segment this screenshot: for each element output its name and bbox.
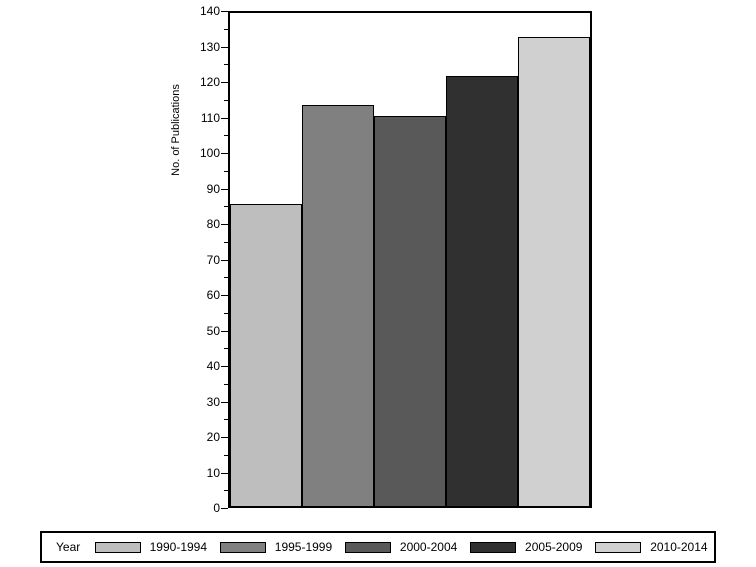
legend-entry-label: 1995-1999 bbox=[274, 540, 333, 554]
legend-color-swatch bbox=[595, 541, 642, 553]
y-axis-major-tick bbox=[221, 47, 228, 48]
legend-color-swatch bbox=[470, 541, 517, 553]
y-axis-tick-label: 60 bbox=[206, 288, 220, 302]
y-axis-tick-label: 130 bbox=[199, 39, 220, 54]
chart-legend: Year 1990-1994 1995-1999 2000-2004 2005-200… bbox=[40, 531, 716, 563]
y-axis-tick-label: 110 bbox=[200, 110, 220, 125]
bar bbox=[518, 37, 590, 506]
y-axis-major-tick bbox=[221, 260, 228, 261]
bars-layer bbox=[230, 13, 590, 506]
y-axis-major-tick bbox=[221, 224, 228, 225]
bar bbox=[374, 115, 446, 506]
y-axis-tick-label: 10 bbox=[206, 465, 220, 480]
legend-color-swatch bbox=[344, 541, 391, 553]
plot-area bbox=[228, 11, 592, 508]
y-axis-major-tick bbox=[221, 473, 228, 474]
y-axis-major-tick bbox=[221, 437, 228, 438]
y-axis-tick-label: 100 bbox=[199, 146, 220, 160]
legend-entry: 2005-2009 bbox=[470, 540, 582, 554]
y-axis-tick-label: 120 bbox=[199, 75, 220, 89]
y-axis-major-tick bbox=[221, 366, 228, 367]
legend-color-swatch bbox=[94, 541, 141, 553]
y-axis-tick-label: 80 bbox=[206, 217, 220, 231]
y-axis-title: No. of Publications bbox=[170, 84, 182, 176]
bar bbox=[446, 76, 518, 506]
bar bbox=[302, 104, 374, 506]
y-axis-major-tick bbox=[221, 402, 228, 403]
y-axis-major-tick bbox=[221, 508, 228, 509]
y-axis-major-tick bbox=[221, 82, 228, 83]
y-axis-tick-labels: 0 10 20 30 40 50 60 70 80 90 100 110 120 130 140 bbox=[186, 0, 220, 520]
y-axis-major-tick bbox=[221, 153, 228, 154]
bar-chart-figure: No. of Publications 0 10 20 30 40 50 60 70 80 90 1… bbox=[170, 0, 592, 520]
legend-title: Year bbox=[56, 540, 81, 554]
y-axis-tick-label: 90 bbox=[206, 181, 220, 196]
legend-entry: 2000-2004 bbox=[344, 540, 458, 554]
y-axis-major-tick bbox=[221, 11, 228, 12]
y-axis-major-tick bbox=[221, 189, 228, 190]
y-axis-tick-label: 20 bbox=[206, 430, 220, 444]
bar bbox=[230, 204, 302, 506]
y-axis-tick-label: 140 bbox=[199, 4, 220, 18]
legend-entries: 1990-1994 1995-1999 2000-2004 2005-2009 2010… bbox=[88, 540, 714, 554]
legend-entry-label: 2005-2009 bbox=[525, 540, 583, 554]
y-axis-tick-label: 70 bbox=[206, 252, 220, 267]
legend-entry: 1990-1994 bbox=[94, 540, 208, 554]
y-axis-major-tick bbox=[221, 118, 228, 119]
y-axis-tick-label: 0 bbox=[213, 501, 220, 515]
legend-entry-label: 1990-1994 bbox=[149, 540, 208, 554]
legend-color-swatch bbox=[219, 541, 266, 553]
y-axis-tick-label: 30 bbox=[206, 394, 220, 409]
y-axis-tick-label: 50 bbox=[206, 323, 220, 338]
y-axis-tick-label: 40 bbox=[206, 359, 220, 373]
legend-entry: 1995-1999 bbox=[219, 540, 333, 554]
legend-entry-label: 2010-2014 bbox=[650, 540, 708, 554]
legend-entry: 2010-2014 bbox=[595, 540, 708, 554]
y-axis-major-tick bbox=[221, 295, 228, 296]
legend-entry-label: 2000-2004 bbox=[399, 540, 458, 554]
y-axis-major-tick bbox=[221, 331, 228, 332]
